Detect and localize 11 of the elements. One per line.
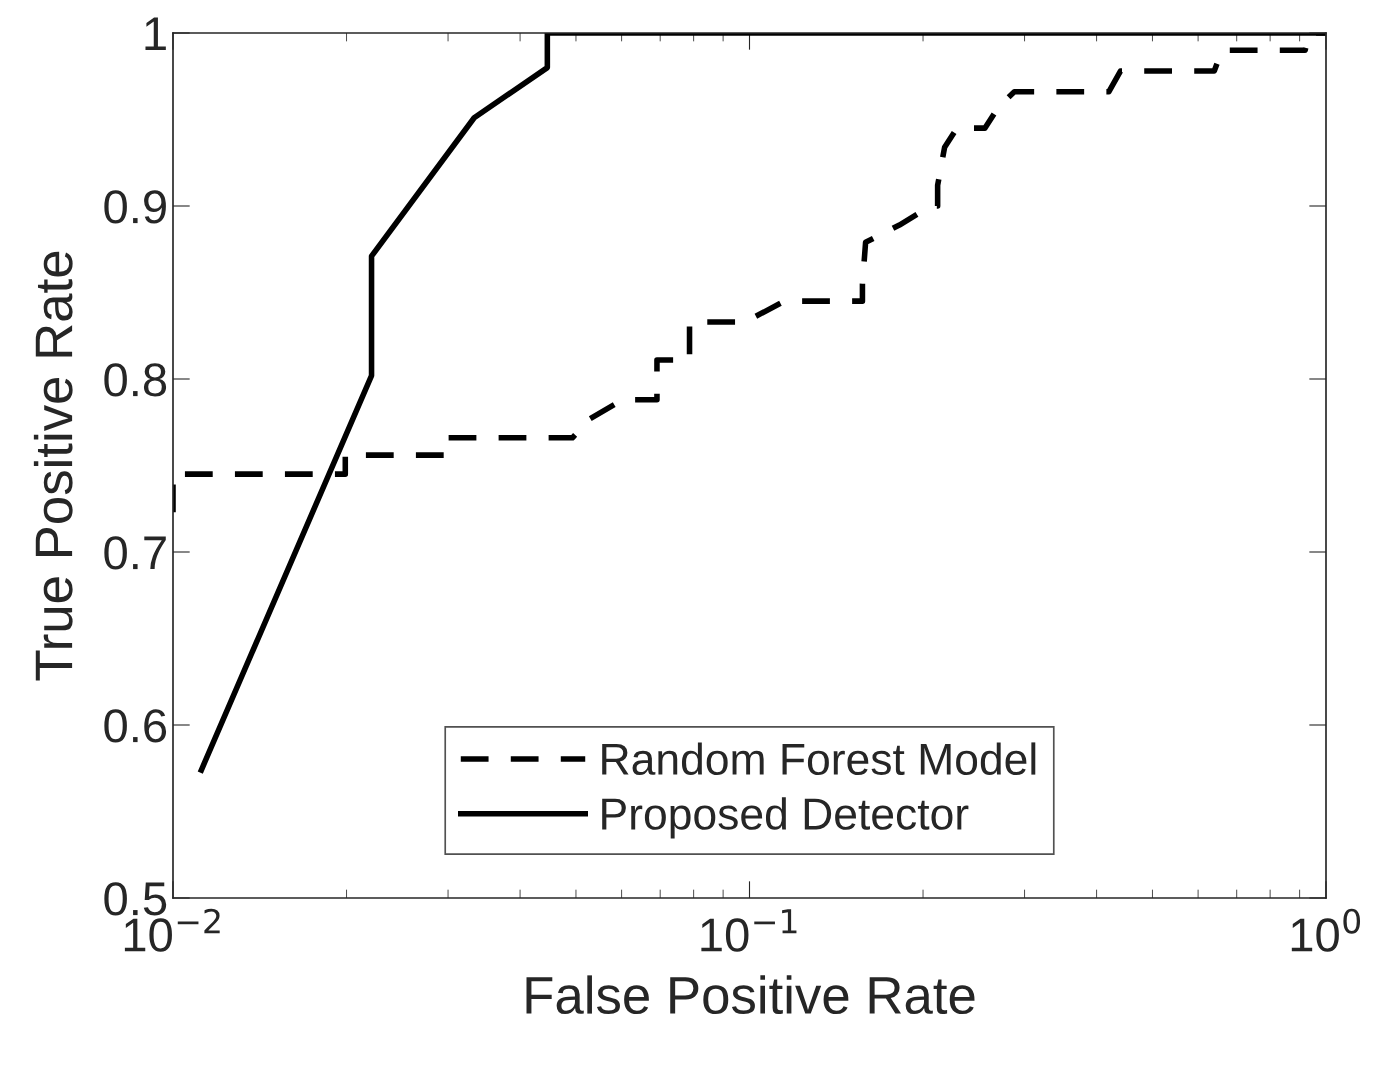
x-axis-title: False Positive Rate (526, 975, 975, 1015)
x-tick-label: 10$^{0}$ (1291, 908, 1361, 952)
y-tick-label: 0.6 (104, 709, 167, 743)
legend-label: Random Forest Model (602, 742, 1036, 776)
legend-label: Proposed Detector (602, 797, 969, 839)
x-tick-label: 10$^{−1}$ (701, 909, 797, 952)
y-tick-label: 1 (145, 17, 166, 51)
y-tick-label: 0.7 (104, 536, 166, 570)
y-tick-label: 0.8 (104, 363, 167, 397)
y-tick-label: 0.9 (104, 190, 166, 224)
y-axis-title: True Positive Rate (33, 251, 73, 681)
